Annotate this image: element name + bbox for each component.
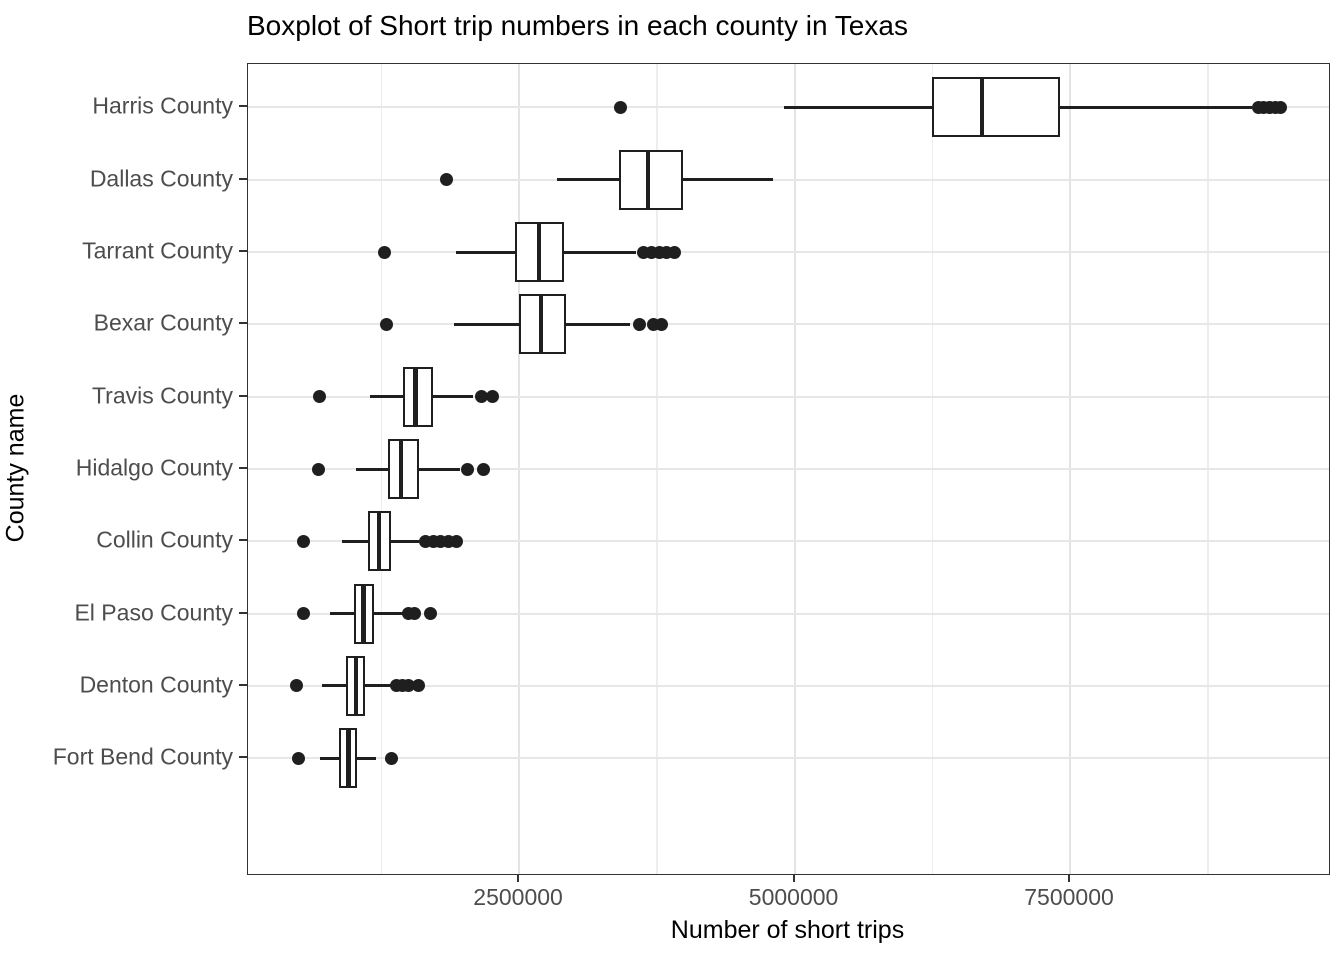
- whisker-low-dallas-county: [556, 178, 620, 182]
- y-axis-tick: [239, 322, 247, 325]
- outlier-dot-travis-county: [475, 390, 489, 404]
- gridline-major-horizontal: [248, 468, 1329, 470]
- median-bexar-county: [538, 294, 544, 355]
- whisker-high-bexar-county: [566, 322, 631, 326]
- median-harris-county: [979, 77, 985, 138]
- x-axis-tick-label: 5000000: [748, 884, 839, 910]
- gridline-major-horizontal: [248, 251, 1329, 254]
- whisker-high-el-paso-county: [373, 612, 405, 616]
- outlier-dot-bexar-county: [632, 317, 646, 331]
- y-axis-tick: [239, 394, 247, 397]
- y-axis-tick-label-denton-county: Denton County: [79, 671, 233, 698]
- whisker-low-denton-county: [321, 684, 347, 688]
- box-dallas-county: [619, 149, 684, 210]
- y-axis-tick: [239, 467, 247, 469]
- median-tarrant-county: [536, 222, 542, 283]
- y-axis-tick: [239, 539, 247, 542]
- whisker-low-el-paso-county: [329, 612, 354, 616]
- whisker-low-travis-county: [370, 395, 404, 399]
- outlier-dot-harris-county: [613, 100, 627, 114]
- outlier-dot-hidalgo-county: [477, 462, 491, 476]
- y-axis-tick-label-hidalgo-county: Hidalgo County: [75, 454, 233, 481]
- median-denton-county: [353, 655, 359, 716]
- y-axis-tick-label-el-paso-county: El Paso County: [74, 599, 233, 626]
- outlier-dot-denton-county: [402, 679, 416, 693]
- outlier-dot-tarrant-county: [667, 245, 681, 259]
- outlier-dot-fort-bend-county: [384, 751, 398, 765]
- x-axis-tick: [792, 874, 795, 882]
- x-axis-tick-label: 2500000: [473, 884, 563, 910]
- outlier-dot-el-paso-county: [424, 607, 438, 621]
- outlier-dot-denton-county: [412, 679, 426, 693]
- median-dallas-county: [645, 149, 651, 210]
- median-hidalgo-county: [398, 439, 404, 499]
- whisker-low-bexar-county: [454, 322, 520, 326]
- median-el-paso-county: [361, 583, 366, 644]
- gridline-major-horizontal: [248, 684, 1329, 687]
- gridline-major-horizontal: [248, 178, 1329, 181]
- median-fort-bend-county: [346, 728, 351, 789]
- whisker-high-tarrant-county: [564, 250, 636, 254]
- outlier-dot-harris-county: [1274, 100, 1287, 114]
- gridline-major-horizontal: [248, 323, 1329, 326]
- median-travis-county: [413, 366, 418, 427]
- outlier-dot-travis-county: [486, 390, 500, 404]
- y-axis-tick: [239, 683, 247, 686]
- y-axis-tick-label-bexar-county: Bexar County: [93, 309, 233, 336]
- outlier-dot-el-paso-county: [407, 607, 421, 621]
- outlier-dot-bexar-county: [380, 317, 394, 331]
- y-axis-tick: [239, 756, 247, 759]
- outlier-dot-fort-bend-county: [292, 751, 306, 765]
- whisker-high-travis-county: [433, 395, 473, 399]
- y-axis-tick: [239, 250, 247, 253]
- whisker-high-fort-bend-county: [357, 756, 376, 760]
- outlier-dot-tarrant-county: [378, 245, 392, 259]
- gridline-major-horizontal: [248, 612, 1329, 615]
- median-collin-county: [376, 511, 382, 572]
- outlier-dot-collin-county: [449, 534, 463, 548]
- outlier-dot-el-paso-county: [296, 607, 310, 621]
- outlier-dot-collin-county: [297, 534, 311, 548]
- outlier-dot-bexar-county: [654, 317, 668, 331]
- y-axis-tick-label-fort-bend-county: Fort Bend County: [52, 743, 233, 770]
- whisker-high-dallas-county: [683, 178, 773, 182]
- gridline-major-horizontal: [248, 540, 1329, 543]
- whisker-high-harris-county: [1060, 105, 1252, 109]
- chart-title: Boxplot of Short trip numbers in each co…: [247, 10, 908, 41]
- outlier-dot-hidalgo-county: [460, 462, 474, 476]
- y-axis-tick-label-harris-county: Harris County: [92, 92, 233, 119]
- outlier-dot-travis-county: [313, 390, 327, 404]
- x-axis-tick-label: 7500000: [1024, 884, 1114, 910]
- outlier-dot-hidalgo-county: [312, 462, 326, 476]
- x-axis-tick: [517, 874, 520, 882]
- y-axis-tick: [239, 105, 247, 108]
- plot-panel: [247, 63, 1330, 875]
- outlier-dot-dallas-county: [439, 173, 453, 187]
- y-axis-tick-label-tarrant-county: Tarrant County: [82, 237, 233, 264]
- whisker-high-collin-county: [391, 539, 419, 543]
- y-axis-tick-label-collin-county: Collin County: [96, 526, 233, 553]
- whisker-high-denton-county: [364, 684, 392, 688]
- whisker-low-fort-bend-county: [319, 756, 340, 760]
- y-axis-tick: [239, 611, 247, 614]
- y-axis-tick-label-dallas-county: Dallas County: [89, 165, 233, 192]
- y-axis-tick: [239, 177, 247, 180]
- x-axis-tick: [1068, 874, 1071, 882]
- box-travis-county: [403, 366, 434, 427]
- x-axis-title: Number of short trips: [670, 916, 905, 944]
- gridline-major-horizontal: [248, 757, 1329, 760]
- whisker-low-hidalgo-county: [355, 467, 388, 471]
- box-harris-county: [932, 77, 1061, 138]
- whisker-low-harris-county: [783, 105, 933, 109]
- whisker-low-collin-county: [341, 539, 369, 543]
- whisker-low-tarrant-county: [456, 250, 515, 254]
- whisker-high-hidalgo-county: [418, 467, 460, 471]
- gridline-major-horizontal: [248, 395, 1329, 398]
- outlier-dot-denton-county: [289, 679, 303, 693]
- y-axis-tick-label-travis-county: Travis County: [91, 382, 233, 409]
